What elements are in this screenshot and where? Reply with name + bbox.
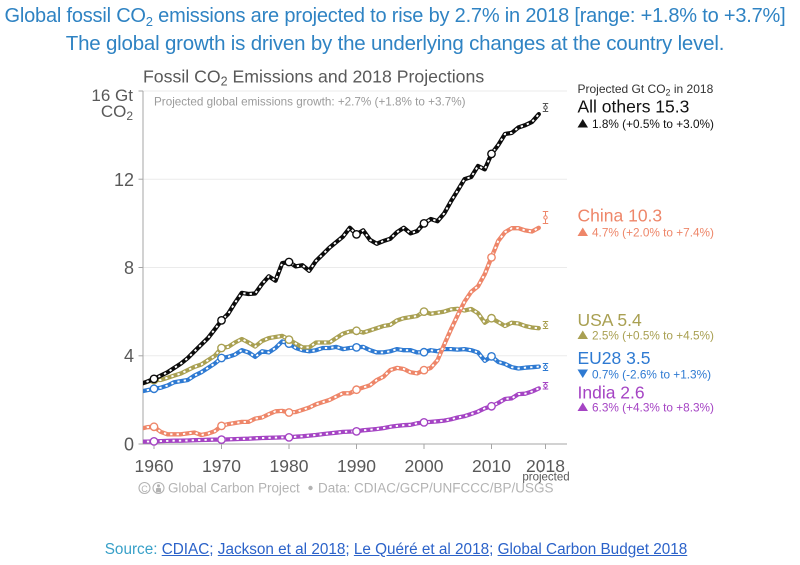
svg-text:Data: CDIAC/GCP/UNFCCC/BP/USGS: Data: CDIAC/GCP/UNFCCC/BP/USGS [318, 481, 554, 496]
svg-text:CO2: CO2 [101, 102, 134, 123]
svg-text:1.8% (+0.5% to +3.0%): 1.8% (+0.5% to +3.0%) [592, 117, 714, 131]
svg-text:8: 8 [124, 258, 134, 278]
svg-text:4: 4 [124, 346, 134, 366]
svg-text:C: C [141, 484, 148, 494]
svg-text:2000: 2000 [405, 456, 444, 476]
svg-text:1980: 1980 [270, 456, 309, 476]
svg-text:1960: 1960 [135, 456, 174, 476]
svg-text:0: 0 [124, 435, 134, 455]
svg-text:India 2.6: India 2.6 [578, 383, 645, 403]
svg-text:12: 12 [114, 170, 134, 190]
svg-text:1990: 1990 [337, 456, 376, 476]
svg-text:6.3% (+4.3% to +8.3%): 6.3% (+4.3% to +8.3%) [592, 401, 714, 415]
svg-text:Projected global emissions gro: Projected global emissions growth: +2.7%… [154, 96, 466, 109]
svg-text:China 10.3: China 10.3 [578, 206, 663, 226]
svg-text:2018: 2018 [526, 456, 565, 476]
svg-text:Projected Gt CO2 in 2018: Projected Gt CO2 in 2018 [578, 82, 714, 98]
svg-text:projected: projected [522, 472, 569, 484]
svg-text:Fossil CO2 Emissions and 2018: Fossil CO2 Emissions and 2018 Projection… [143, 67, 484, 89]
svg-text:2.5% (+0.5% to +4.5%): 2.5% (+0.5% to +4.5%) [592, 329, 714, 343]
svg-text:All others 15.3: All others 15.3 [578, 97, 690, 117]
svg-text:USA 5.4: USA 5.4 [578, 310, 642, 330]
svg-text:EU28 3.5: EU28 3.5 [578, 348, 651, 368]
svg-text:2010: 2010 [472, 456, 511, 476]
svg-text:1970: 1970 [202, 456, 241, 476]
svg-text:0.7% (-2.6% to +1.3%): 0.7% (-2.6% to +1.3%) [592, 368, 711, 382]
svg-text:16 Gt: 16 Gt [91, 86, 133, 105]
svg-text:Global Carbon Project: Global Carbon Project [168, 481, 300, 496]
svg-text:4.7% (+2.0% to +7.4%): 4.7% (+2.0% to +7.4%) [592, 226, 714, 240]
